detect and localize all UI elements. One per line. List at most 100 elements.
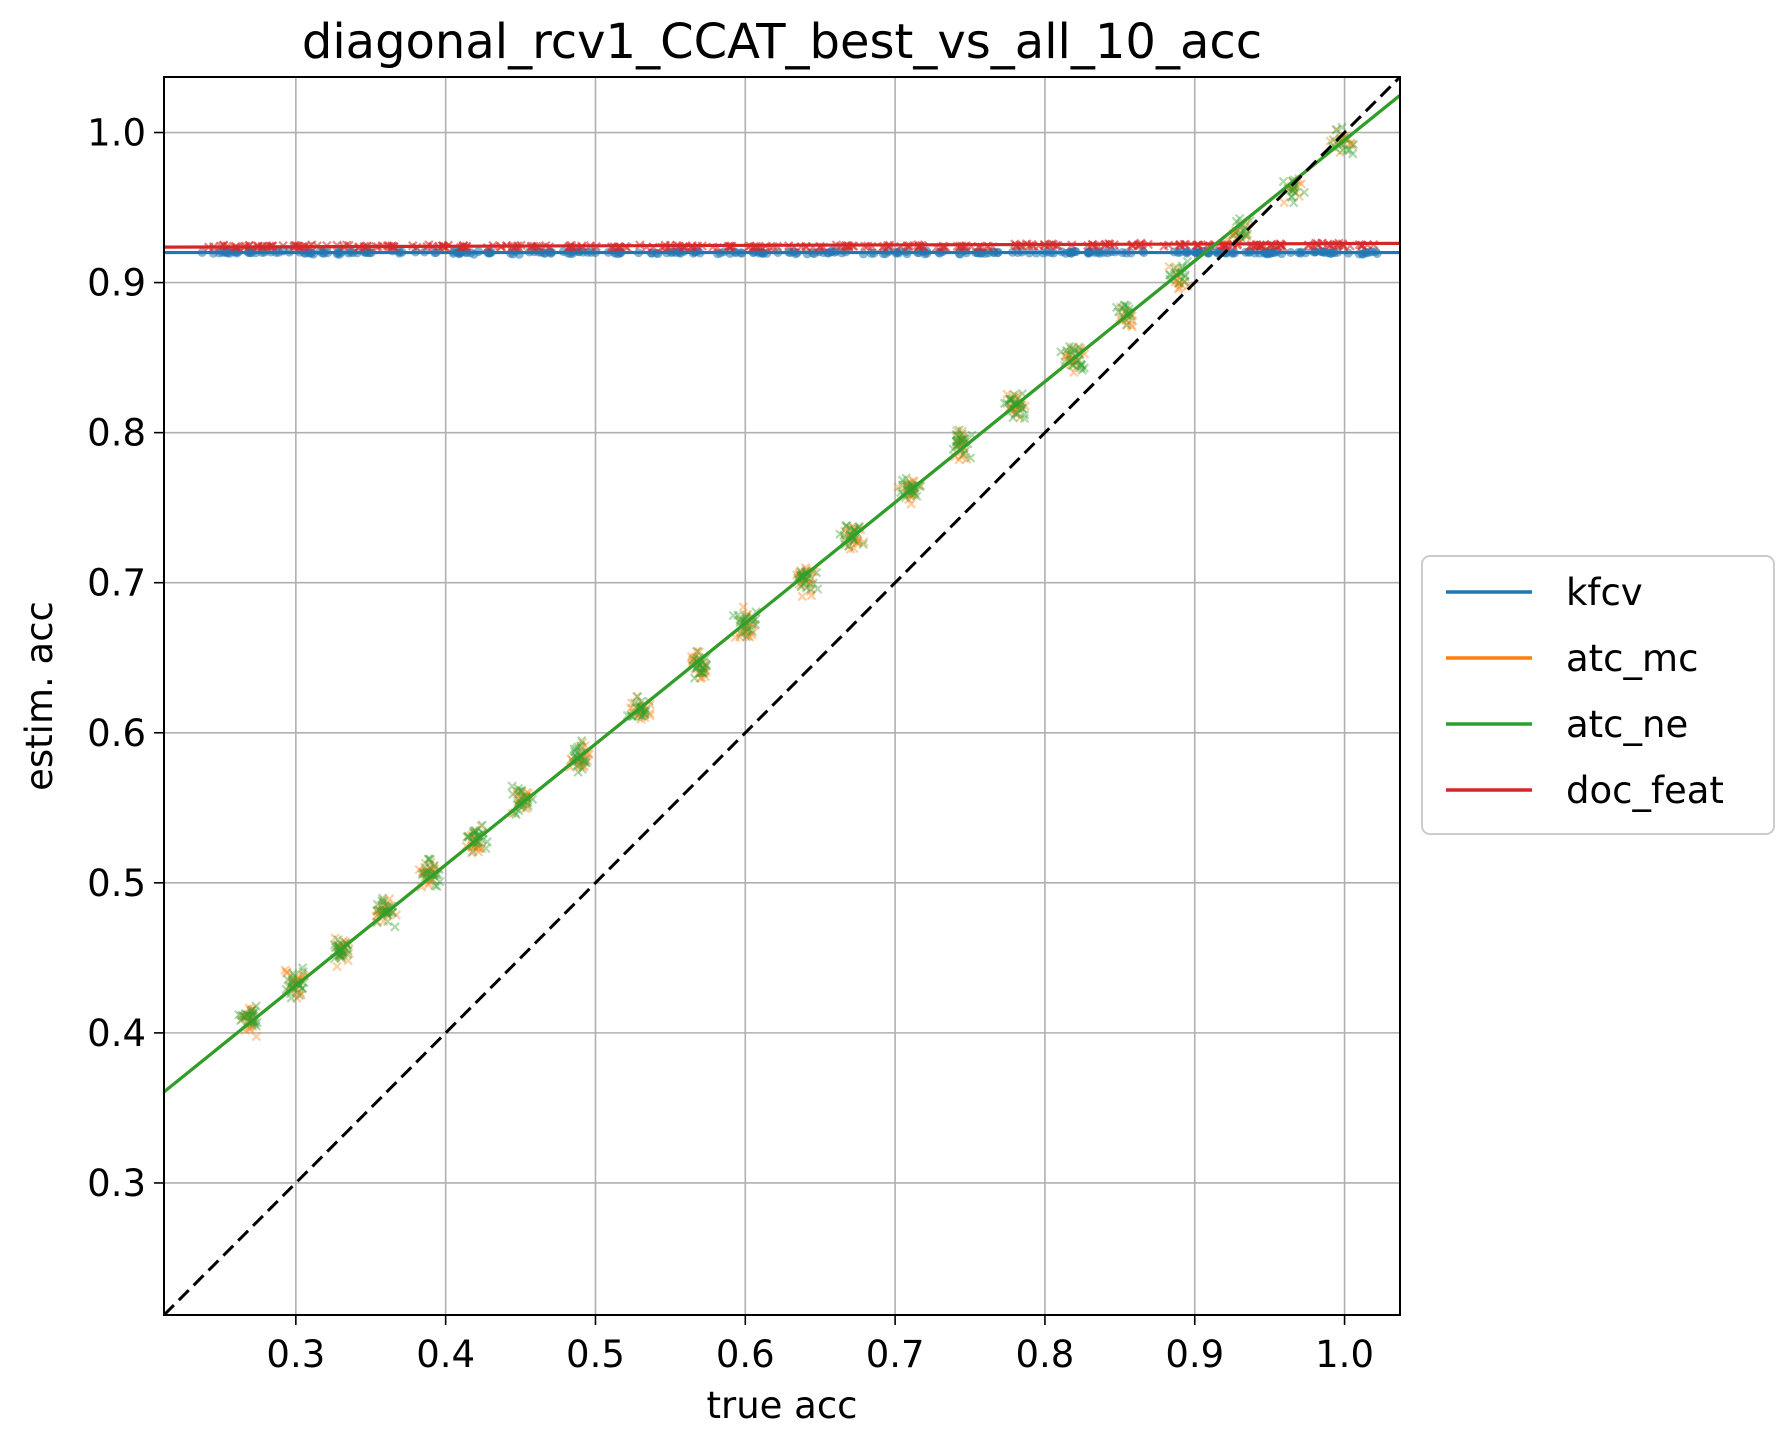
atc-mc-point-stroke: [959, 433, 969, 444]
atc-ne-point: [463, 832, 474, 842]
atc-mc-point-stroke: [686, 651, 697, 662]
atc-mc-point-stroke: [1013, 403, 1023, 413]
atc-mc-point-stroke: [742, 609, 753, 620]
atc-ne-point-stroke: [728, 610, 739, 621]
atc-mc-point-stroke: [800, 575, 811, 585]
atc-mc-point-stroke: [958, 432, 968, 443]
atc-mc-point-stroke: [903, 481, 914, 492]
atc-mc-point-stroke: [699, 660, 709, 671]
atc-ne-point: [640, 709, 650, 720]
atc-mc-point: [644, 708, 655, 719]
atc-mc-point: [1020, 401, 1030, 411]
x-tick-label: 0.8: [1016, 1333, 1075, 1376]
atc-mc-point: [805, 586, 816, 597]
atc-mc-point: [908, 490, 919, 501]
atc-ne-point-stroke: [242, 1010, 253, 1020]
atc-ne-point: [523, 801, 533, 811]
atc-ne-point: [470, 825, 481, 836]
atc-mc-point-stroke: [687, 658, 698, 668]
atc-mc-point-stroke: [738, 602, 749, 612]
atc-mc-point: [698, 662, 709, 673]
atc-mc-point-stroke: [513, 797, 523, 808]
atc-ne-point-stroke: [580, 754, 591, 765]
atc-mc-point-stroke: [805, 586, 816, 597]
atc-ne-point: [432, 881, 442, 892]
atc-ne-point: [858, 539, 868, 550]
atc-ne-point-stroke: [701, 653, 711, 663]
atc-mc-point: [291, 993, 302, 1003]
atc-mc-point-stroke: [291, 993, 302, 1003]
atc-mc-point-stroke: [840, 526, 850, 536]
atc-mc-point-stroke: [696, 673, 707, 683]
atc-ne-point-stroke: [380, 901, 390, 911]
atc-ne-point-stroke: [333, 935, 343, 945]
atc-mc-point-stroke: [730, 632, 741, 643]
atc-ne-point-stroke: [640, 707, 650, 717]
atc-mc-point-stroke: [795, 566, 806, 576]
atc-mc-point-stroke: [246, 1005, 257, 1015]
atc-ne-point-stroke: [697, 657, 708, 668]
atc-mc-point-stroke: [909, 484, 919, 495]
atc-mc-point-stroke: [741, 610, 752, 620]
atc-mc-point-stroke: [959, 448, 969, 459]
atc-mc-point-stroke: [690, 651, 700, 662]
atc-ne-point-stroke: [517, 786, 527, 796]
atc-ne-point: [419, 869, 429, 879]
atc-mc-point-stroke: [507, 808, 518, 819]
atc-mc-point: [242, 1010, 253, 1020]
x-tick-label: 1.0: [1315, 1333, 1374, 1376]
atc-ne-point-stroke: [284, 980, 295, 991]
atc-mc-point-stroke: [686, 651, 697, 662]
atc-ne-point-stroke: [577, 747, 587, 758]
atc-mc-point-stroke: [690, 655, 701, 666]
atc-ne-point-stroke: [377, 895, 387, 906]
atc-mc-point-stroke: [241, 1012, 252, 1023]
atc-mc-point-stroke: [1289, 183, 1300, 194]
atc-ne-point-stroke: [698, 665, 709, 676]
atc-mc-point-stroke: [1240, 230, 1251, 241]
atc-mc-point: [1325, 136, 1335, 146]
atc-mc-point-stroke: [343, 955, 353, 966]
atc-mc-point: [417, 867, 428, 878]
atc-ne-point: [742, 626, 752, 636]
atc-mc-point-stroke: [746, 629, 757, 640]
atc-mc-point: [515, 792, 526, 803]
atc-ne-point: [576, 735, 587, 746]
atc-ne-point-stroke: [701, 660, 711, 670]
atc-mc-point-stroke: [378, 916, 389, 927]
atc-mc-point-stroke: [469, 841, 480, 852]
atc-mc-point-stroke: [952, 439, 963, 449]
atc-ne-point-stroke: [432, 881, 442, 892]
atc-mc-point-stroke: [1127, 315, 1138, 326]
atc-mc-point-stroke: [735, 632, 745, 642]
atc-mc-point-stroke: [466, 848, 477, 858]
atc-mc-point-stroke: [852, 537, 863, 548]
atc-mc-point: [237, 1014, 247, 1025]
atc-mc-point-stroke: [248, 1004, 258, 1014]
atc-mc-point-stroke: [626, 703, 636, 713]
atc-mc-point: [1127, 315, 1138, 326]
atc-mc-point-stroke: [372, 917, 383, 927]
atc-ne-point-stroke: [343, 945, 353, 956]
atc-mc-point-stroke: [576, 743, 587, 753]
atc-ne-point-stroke: [417, 869, 427, 880]
atc-ne-point-stroke: [571, 743, 582, 754]
atc-mc-point: [691, 646, 702, 657]
atc-mc-point-stroke: [699, 658, 709, 669]
atc-mc-point-stroke: [1336, 133, 1347, 144]
atc-mc-point-stroke: [282, 968, 292, 978]
atc-mc-point-stroke: [805, 579, 816, 590]
atc-mc-point-stroke: [691, 646, 702, 657]
atc-mc-point-stroke: [1288, 184, 1299, 195]
atc-mc-point-stroke: [299, 970, 309, 981]
atc-mc-point-stroke: [473, 831, 484, 841]
atc-mc-point-stroke: [336, 951, 347, 961]
atc-mc-point-stroke: [794, 567, 805, 578]
atc-ne-point: [743, 624, 753, 634]
atc-ne-point-stroke: [244, 1011, 255, 1022]
atc-ne-point-stroke: [578, 756, 589, 766]
atc-ne-point-stroke: [419, 869, 429, 879]
atc-ne-point-stroke: [805, 584, 816, 594]
atc-mc-point: [701, 666, 711, 677]
atc-ne-point-stroke: [463, 832, 474, 842]
